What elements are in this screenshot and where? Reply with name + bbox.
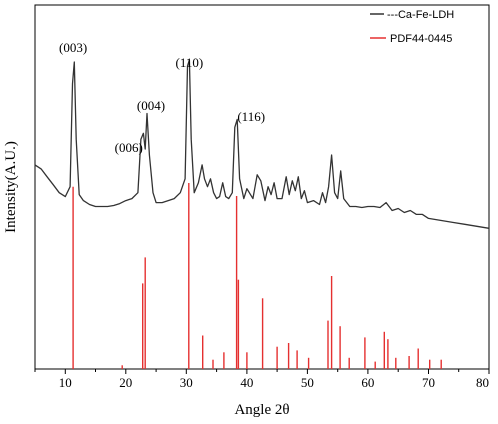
- x-tick-label: 60: [361, 375, 374, 390]
- x-tick-label: 10: [59, 375, 72, 390]
- legend-label-ca-fe-ldh: ---Ca-Fe-LDH: [387, 9, 454, 21]
- y-axis-title: Intensity(A.U.): [3, 141, 19, 233]
- series-line-ca-fe-ldh: [34, 59, 490, 229]
- peak-annotations: (003) (006) (004) (110) (116): [59, 40, 265, 155]
- legend-label-pdf44-0445: PDF44-0445: [390, 33, 452, 45]
- peak-label: (003): [59, 40, 87, 55]
- x-tick-label: 80: [476, 375, 489, 390]
- x-tick-label: 30: [180, 375, 193, 390]
- peak-label: (006): [115, 140, 143, 155]
- x-axis: 10 20 30 40 50 60 70 80: [34, 369, 490, 390]
- legend: ---Ca-Fe-LDH PDF44-0445: [370, 9, 454, 45]
- x-axis-title: Angle 2θ: [234, 402, 289, 418]
- x-tick-label: 50: [301, 375, 314, 390]
- reference-pattern: [72, 183, 442, 369]
- x-tick-label: 40: [240, 375, 253, 390]
- peak-label: (116): [237, 109, 265, 124]
- x-tick-label: 70: [422, 375, 435, 390]
- peak-label: (004): [137, 98, 165, 113]
- x-tick-label: 20: [119, 375, 132, 390]
- peak-label: (110): [176, 55, 204, 70]
